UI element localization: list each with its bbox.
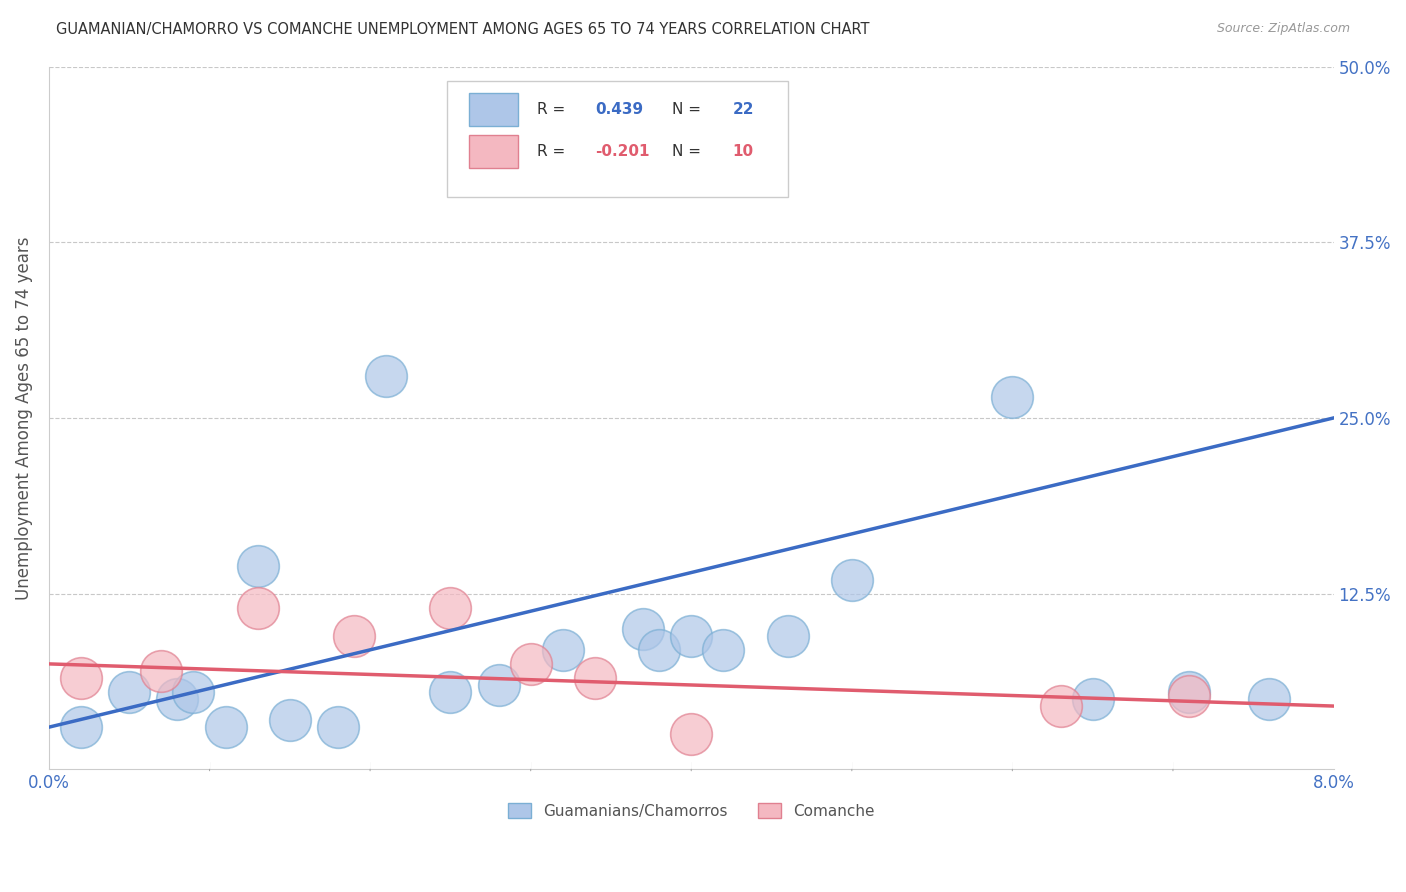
Text: GUAMANIAN/CHAMORRO VS COMANCHE UNEMPLOYMENT AMONG AGES 65 TO 74 YEARS CORRELATIO: GUAMANIAN/CHAMORRO VS COMANCHE UNEMPLOYM… <box>56 22 870 37</box>
Point <box>1049 699 1071 714</box>
FancyBboxPatch shape <box>470 135 517 169</box>
Legend: Guamanians/Chamorros, Comanche: Guamanians/Chamorros, Comanche <box>502 797 880 825</box>
Text: R =: R = <box>537 145 571 159</box>
Point <box>1081 692 1104 706</box>
Point <box>648 643 671 657</box>
Point <box>841 573 863 587</box>
Point <box>326 720 349 734</box>
Text: N =: N = <box>672 102 706 117</box>
Point <box>246 600 269 615</box>
Text: Source: ZipAtlas.com: Source: ZipAtlas.com <box>1216 22 1350 36</box>
Point <box>183 685 205 699</box>
Point <box>583 671 606 685</box>
Text: -0.201: -0.201 <box>595 145 650 159</box>
Point <box>1178 685 1201 699</box>
Point <box>70 671 93 685</box>
Point <box>1258 692 1281 706</box>
Point <box>166 692 188 706</box>
Point <box>439 685 461 699</box>
Point <box>488 678 510 692</box>
Point <box>1178 690 1201 704</box>
Point <box>343 629 366 643</box>
Point <box>70 720 93 734</box>
Point <box>214 720 236 734</box>
Point <box>681 727 703 741</box>
Text: R =: R = <box>537 102 571 117</box>
Point <box>1001 390 1024 404</box>
Point <box>246 558 269 573</box>
Text: N =: N = <box>672 145 706 159</box>
Point <box>776 629 799 643</box>
FancyBboxPatch shape <box>447 80 787 196</box>
FancyBboxPatch shape <box>470 93 517 127</box>
Point <box>278 713 301 727</box>
Point <box>551 643 574 657</box>
Text: 0.439: 0.439 <box>595 102 643 117</box>
Y-axis label: Unemployment Among Ages 65 to 74 years: Unemployment Among Ages 65 to 74 years <box>15 236 32 599</box>
Point <box>118 685 141 699</box>
Text: 10: 10 <box>733 145 754 159</box>
Point <box>439 600 461 615</box>
Point <box>375 368 398 383</box>
Point <box>711 643 734 657</box>
Text: 22: 22 <box>733 102 754 117</box>
Point <box>681 629 703 643</box>
Point <box>150 664 173 678</box>
Point <box>631 622 654 636</box>
Point <box>519 657 541 671</box>
